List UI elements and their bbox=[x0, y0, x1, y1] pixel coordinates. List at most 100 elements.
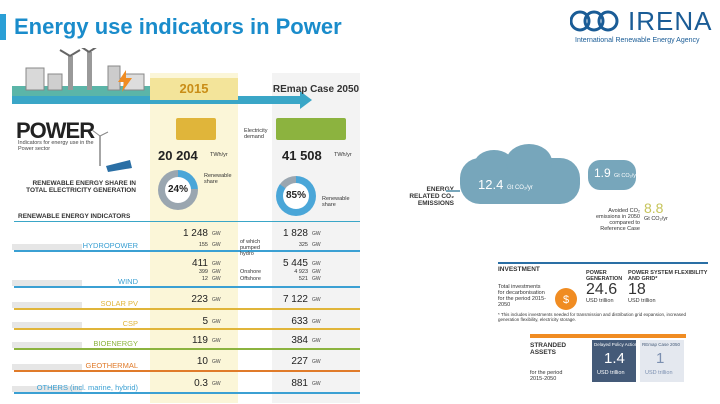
delayed-box bbox=[592, 340, 636, 382]
row-2015-value: 0.3 bbox=[194, 378, 208, 389]
row-sub-a-2015: 399 bbox=[198, 269, 208, 275]
lightning-icon bbox=[118, 70, 132, 92]
row-illustration bbox=[12, 322, 82, 328]
battery-2050-icon bbox=[276, 118, 346, 140]
share-2015-donut: 24% bbox=[158, 170, 198, 210]
avoided-text: Avoided CO₂ emissions in 2050 compared t… bbox=[595, 208, 640, 232]
investment-note: * This includes investments needed for t… bbox=[498, 312, 687, 322]
flexibility-label: POWER SYSTEM FLEXIBILITY AND GRID* bbox=[628, 270, 708, 282]
investment-divider bbox=[498, 262, 708, 264]
row-2015-value: 223 bbox=[191, 294, 208, 305]
share-2050-donut: 85% bbox=[276, 176, 316, 216]
emissions-label: ENERGY RELATED CO₂ EMISSIONS bbox=[409, 186, 454, 207]
gw-unit: GW bbox=[212, 319, 221, 325]
generation-value: 24.6 bbox=[586, 281, 618, 298]
row-label: OTHERS (incl. marine, hybrid) bbox=[36, 383, 138, 392]
logo-text: IRENA bbox=[628, 6, 713, 36]
irena-logo-icon bbox=[570, 10, 619, 32]
row-sub-b-2015: 12 bbox=[201, 276, 208, 282]
row-sub-a-2050: 4 923 bbox=[294, 269, 308, 275]
renewable-share-label: RENEWABLE ENERGY SHARE IN TOTAL ELECTRIC… bbox=[26, 180, 136, 194]
emissions-small-cloud bbox=[588, 160, 636, 190]
row-line bbox=[14, 328, 360, 330]
row-2050-value: 5 445 bbox=[282, 258, 308, 269]
investment-title: INVESTMENT bbox=[498, 266, 540, 273]
gw-unit: GW bbox=[312, 297, 321, 303]
remap-unit: USD trillion bbox=[645, 370, 673, 376]
row-line bbox=[14, 370, 360, 372]
emissions-small-number: 1.9 bbox=[594, 166, 611, 180]
row-2015-value: 411 bbox=[192, 258, 208, 269]
row-line bbox=[14, 308, 360, 310]
gw-unit: GW bbox=[312, 261, 321, 267]
wind-solar-icon bbox=[91, 129, 132, 172]
divider bbox=[14, 221, 360, 222]
row-label: CSP bbox=[122, 319, 138, 328]
stranded-period: for the period 2015-2050 bbox=[530, 370, 563, 382]
row-2050-value: 1 828 bbox=[282, 228, 308, 239]
row-2050-value: 227 bbox=[291, 356, 308, 367]
share-2050-legend: Renewable share bbox=[322, 196, 350, 208]
column-2015-header: 2015 bbox=[150, 78, 238, 100]
demand-2015-value: 20 204 bbox=[158, 148, 198, 163]
gw-unit: GW bbox=[212, 381, 221, 387]
generation-label: POWER GENERATION bbox=[586, 270, 623, 282]
gw-unit: GW bbox=[312, 381, 321, 387]
row-sub-a-label: Onshore bbox=[240, 269, 262, 275]
delayed-label: Delayed Policy Action bbox=[594, 342, 638, 347]
battery-2015-icon bbox=[176, 118, 216, 140]
gw-unit: GW bbox=[312, 276, 321, 282]
avoided-unit: Gt CO₂/yr bbox=[644, 216, 668, 222]
share-2050-value: 85% bbox=[283, 183, 309, 209]
row-label: WIND bbox=[118, 277, 138, 286]
remap-box bbox=[640, 340, 684, 382]
row-2015-value: 1 248 bbox=[182, 228, 208, 239]
gw-unit: GW bbox=[212, 359, 221, 365]
emissions-value: 12.4 Gt CO₂/yr bbox=[478, 177, 533, 192]
power-title: POWER bbox=[16, 118, 95, 143]
row-sub-b-label: Offshore bbox=[240, 276, 261, 282]
demand-2050-unit: TWh/yr bbox=[334, 152, 352, 158]
flexibility-unit: USD trillion bbox=[628, 298, 656, 304]
stranded-title: STRANDED ASSETS bbox=[530, 342, 567, 356]
row-label: HYDROPOWER bbox=[82, 241, 138, 250]
share-2015-value: 24% bbox=[165, 177, 191, 203]
page-title: Energy use indicators in Power bbox=[14, 14, 342, 39]
emissions-number: 12.4 bbox=[478, 177, 504, 192]
row-line bbox=[14, 392, 360, 394]
row-sub-2050: 325 bbox=[298, 242, 308, 248]
money-bag-icon: $ bbox=[555, 288, 577, 310]
arrow-right-icon bbox=[300, 91, 312, 109]
delayed-value: 1.4 bbox=[604, 350, 625, 367]
gw-unit: GW bbox=[212, 297, 221, 303]
gw-unit: GW bbox=[312, 269, 321, 275]
row-2050-value: 7 122 bbox=[282, 294, 308, 305]
row-2050-value: 384 bbox=[291, 335, 308, 346]
row-2015-value: 10 bbox=[196, 356, 208, 367]
avoided-value: 8.8 bbox=[644, 200, 664, 216]
cloud-bump bbox=[506, 144, 552, 180]
row-2050-value: 881 bbox=[291, 378, 308, 389]
delayed-unit: USD trillion bbox=[597, 370, 625, 376]
row-2015-value: 5 bbox=[202, 316, 208, 327]
remap-value: 1 bbox=[656, 350, 665, 367]
row-line bbox=[14, 250, 360, 252]
row-illustration bbox=[12, 386, 82, 392]
gw-unit: GW bbox=[212, 231, 221, 237]
emissions-small-value: 1.9 Gt CO₂/yr bbox=[594, 166, 638, 180]
demand-2015-unit: TWh/yr bbox=[210, 152, 228, 158]
power-subtitle: Indicators for energy use in the Power s… bbox=[18, 140, 94, 152]
emissions-connector bbox=[446, 190, 460, 192]
row-2015-value: 119 bbox=[192, 335, 208, 346]
gw-unit: GW bbox=[312, 359, 321, 365]
generation-unit: USD trillion bbox=[586, 298, 614, 304]
gw-unit: GW bbox=[212, 338, 221, 344]
row-sub-b-2050: 521 bbox=[298, 276, 308, 282]
emissions-small-unit: Gt CO₂/yr bbox=[614, 173, 638, 179]
row-label: BIOENERGY bbox=[93, 339, 138, 348]
row-illustration bbox=[12, 342, 82, 348]
row-sub-2015: 155 bbox=[198, 242, 208, 248]
svg-text:$: $ bbox=[563, 294, 569, 306]
gw-unit: GW bbox=[312, 319, 321, 325]
flexibility-value: 18 bbox=[628, 281, 646, 298]
